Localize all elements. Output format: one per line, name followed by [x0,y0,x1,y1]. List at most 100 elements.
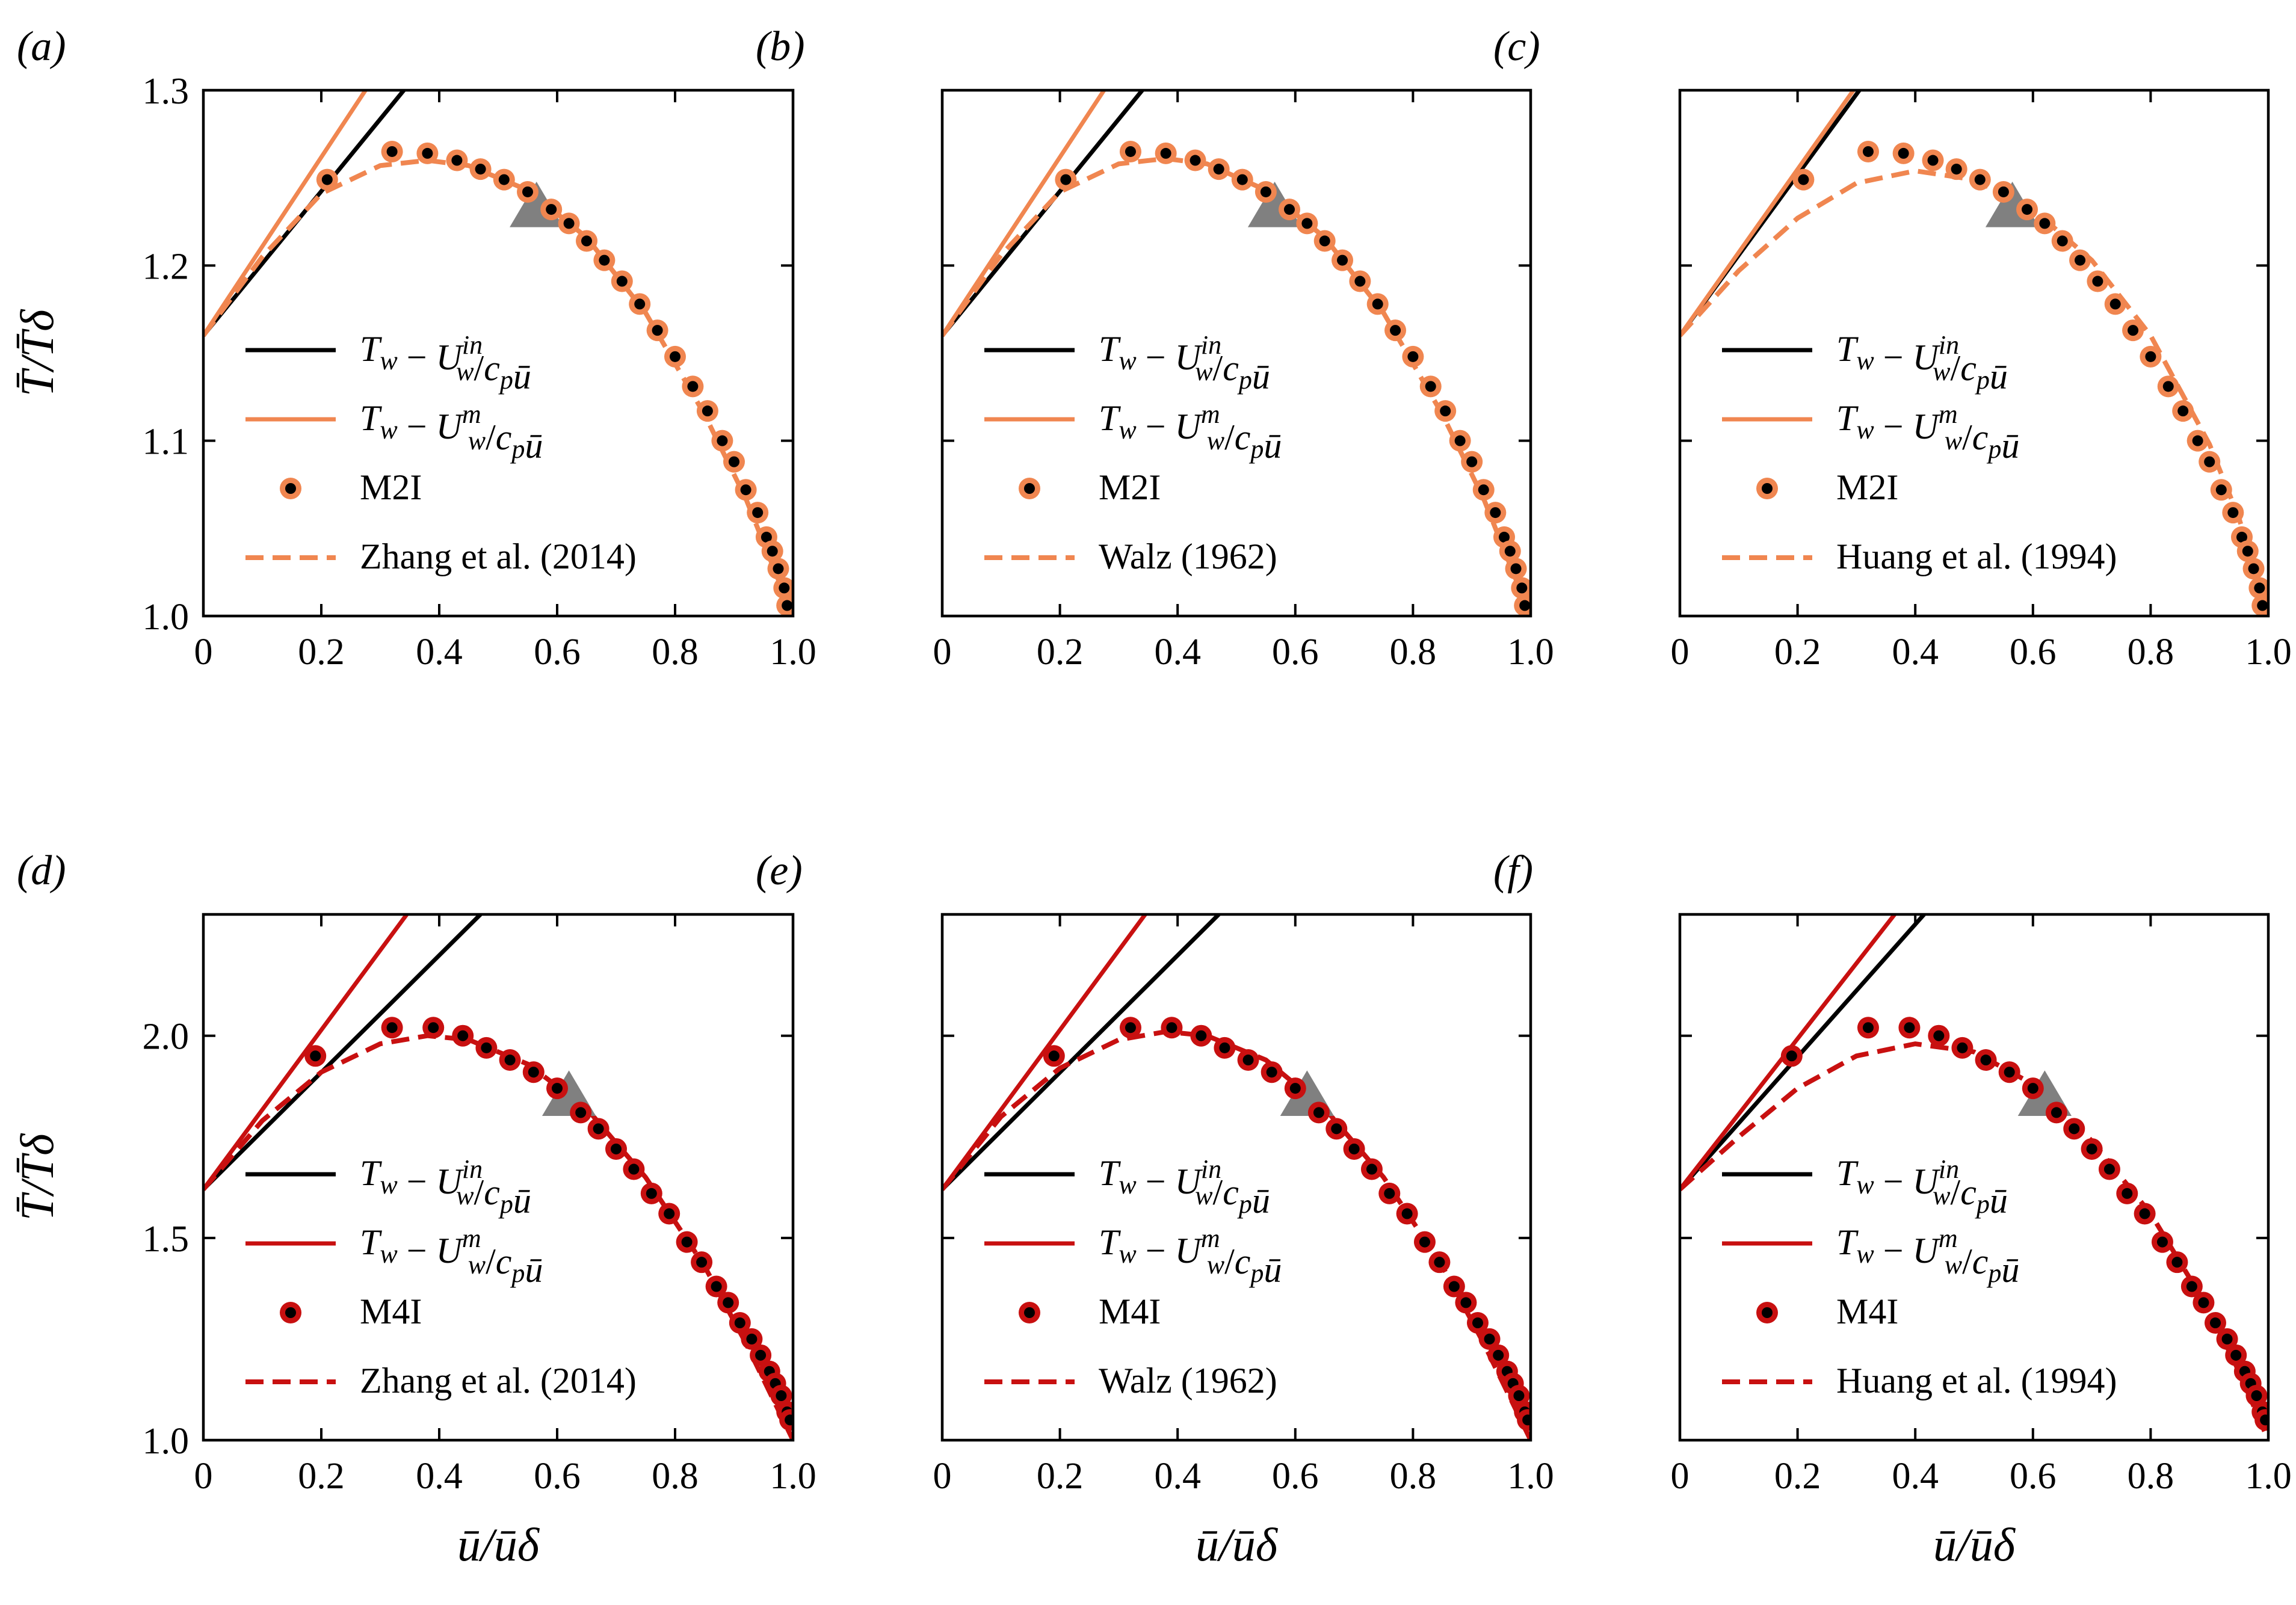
x-tick-label: 1.0 [1507,632,1554,673]
data-point [2198,1297,2209,1308]
legend-label: Tw − Um w/cpū [1836,1222,2019,1290]
data-point [2128,325,2139,336]
legend-label: Tw − Um w/cpū [1836,398,2019,466]
plot-area [1680,90,2268,616]
legend-label: Tw − Um w/cpū [1099,1222,1282,1290]
series-0-line [1680,914,1926,1191]
x-tick-label: 0 [1671,1456,1690,1497]
axes-frame [1678,88,2270,618]
data-point [1337,254,1348,266]
data-point [670,351,680,362]
legend-label: M4I [360,1292,422,1331]
data-point [1504,546,1516,557]
data-point [1301,218,1313,229]
legend-label: Tw − Uin w/cpū [1836,329,2008,396]
legend-label: Zhang et al. (2014) [360,1361,637,1400]
data-point [1196,1030,1207,1041]
legend-label: Tw − Um w/cpū [360,398,543,466]
data-point [2051,1107,2062,1118]
x-axis-label: ū/ūδ [1196,1518,1279,1571]
data-point [1331,1123,1342,1135]
data-point [1213,164,1224,175]
legend-label: Walz (1962) [1099,1361,1277,1400]
data-point [723,1297,734,1308]
data-point [386,1022,398,1034]
data-point [1472,1317,1483,1329]
data-point [1125,146,1136,157]
axes-frame [940,913,1532,1442]
data-point [575,1107,587,1118]
data-point [1313,1107,1324,1118]
series-1-line [1680,90,1856,337]
data-point [2177,405,2189,417]
legend-marker [285,483,296,494]
data-point [1384,1188,1395,1199]
data-point [767,546,778,557]
legend-label: Tw − Uin w/cpū [1836,1153,2008,1221]
legend-label: Walz (1962) [1099,537,1277,576]
legend-label: Tw − Uin w/cpū [360,1153,531,1221]
x-tick-label: 0.6 [534,1456,581,1497]
data-point [1466,456,1478,467]
data-point [552,1083,563,1094]
data-point [1401,1208,1413,1219]
axes-frame [202,913,795,1442]
data-point [1348,1143,1360,1154]
data-point [628,1163,640,1175]
x-tick-label: 0.8 [652,632,699,673]
data-point [785,1414,793,1426]
data-point [782,600,793,611]
data-point [2022,204,2033,215]
data-point [2227,507,2239,519]
legend-label: Tw − Um w/cpū [1099,398,1282,466]
data-point [702,405,713,417]
x-tick-label: 0.4 [1154,1456,1201,1497]
x-tick-label: 0.4 [1154,632,1201,673]
x-tick-label: 0.6 [2010,1456,2057,1497]
data-point [1898,147,1909,159]
data-point [687,381,699,392]
data-point [1060,174,1072,185]
data-point [1260,186,1271,197]
data-point [776,1390,787,1402]
legend-label: Tw − Uin w/cpū [1099,329,1270,396]
x-tick-label: 0 [194,1456,213,1497]
x-tick-label: 0.8 [2128,1456,2174,1497]
data-point [1190,155,1201,166]
data-point [481,1042,492,1053]
data-point [2192,435,2203,446]
data-point [740,484,751,496]
data-point [1493,1349,1504,1361]
legend-marker [285,1307,296,1318]
data-point [581,235,592,247]
data-point [1904,1022,1915,1034]
data-point [1354,276,1366,287]
x-tick-label: 1.0 [1507,1456,1554,1497]
data-point [773,563,784,575]
data-point [1519,600,1531,611]
data-point [1862,1022,1874,1034]
plot-area [942,914,1531,1440]
data-point [1490,507,1501,519]
data-point [1484,1333,1495,1345]
series-1-line [942,914,1147,1191]
series-0-line [942,90,1144,337]
data-point [2204,456,2215,467]
legend-label: M2I [1836,467,1898,507]
data-point [422,147,433,159]
x-tick-label: 0 [933,1456,952,1497]
data-point [1498,531,1510,543]
data-point [428,1022,439,1034]
x-tick-label: 0.2 [1037,1456,1084,1497]
data-point [2122,1188,2133,1199]
panel-a: (a) 0 0.2 0.4 0.6 0.8 1.0 1.0 1.1 1.2 1.3 T̄/T̄δ Tw … [11,23,816,673]
data-point [528,1067,539,1078]
x-tick-label: 0 [194,632,213,673]
data-point [755,1349,767,1361]
series-0-line [203,914,483,1191]
